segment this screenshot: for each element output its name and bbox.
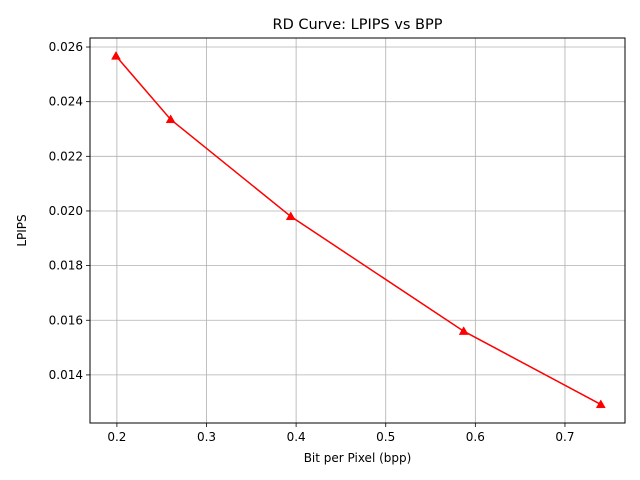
x-tick-label: 0.2 [107,430,126,444]
data-point-marker [595,399,606,409]
y-tick-label: 0.018 [49,259,83,273]
chart-title: RD Curve: LPIPS vs BPP [273,17,443,33]
axis-ticks: 0.2 0.3 0.4 0.5 0.6 0.7 0.014 0.016 0.018 0.020 0.… [49,40,575,444]
y-tick-label: 0.024 [49,95,83,109]
y-tick-label: 0.020 [49,204,83,218]
data-point-marker [111,51,121,60]
x-tick-label: 0.7 [555,430,574,444]
data-point-marker [165,114,176,124]
x-tick-label: 0.6 [466,430,485,444]
x-axis-label: Bit per Pixel (bpp) [304,451,412,465]
x-tick-label: 0.5 [376,430,395,444]
data-point-marker [458,326,469,335]
grid-lines [90,38,625,423]
data-point-marker [285,211,296,221]
y-tick-label: 0.022 [49,149,83,163]
y-axis-label: LPIPS [15,214,29,246]
series-layer [111,51,606,409]
y-tick-label: 0.014 [49,368,83,382]
y-tick-label: 0.026 [49,40,83,54]
y-tick-label: 0.016 [49,313,83,327]
x-tick-label: 0.3 [197,430,216,444]
x-tick-label: 0.4 [287,430,306,444]
plot-frame [89,37,626,424]
